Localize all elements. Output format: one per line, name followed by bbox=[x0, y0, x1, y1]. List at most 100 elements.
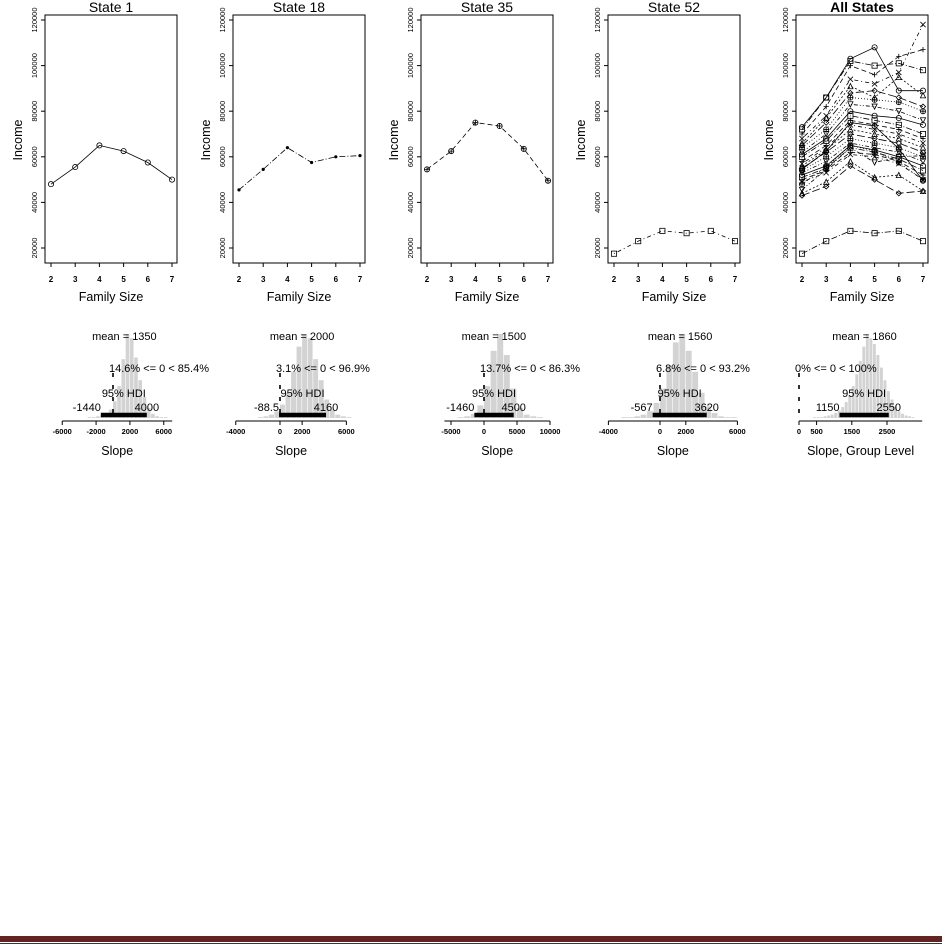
histogram-bar bbox=[640, 414, 647, 418]
y-tick-label: 100000 bbox=[593, 53, 602, 78]
triangle-marker bbox=[871, 103, 878, 111]
series-line bbox=[613, 230, 736, 255]
histogram-bar bbox=[876, 355, 880, 418]
triangle-marker bbox=[895, 135, 903, 142]
x-tick-label: 0 bbox=[278, 427, 282, 436]
triangle-marker bbox=[847, 144, 854, 152]
histogram-bar bbox=[647, 411, 653, 418]
hdi-high-label: 2550 bbox=[877, 402, 901, 414]
series-line bbox=[801, 49, 924, 135]
histogram-bar bbox=[296, 346, 302, 418]
hdi-label: 95% HDI bbox=[280, 388, 324, 400]
histogram-bar bbox=[530, 416, 537, 418]
y-tick-label: 60000 bbox=[593, 146, 602, 167]
panel-title: State 1 bbox=[89, 0, 134, 15]
histogram-bar bbox=[490, 350, 497, 418]
histogram-bar bbox=[268, 414, 274, 418]
x-axis-label: Slope bbox=[657, 444, 689, 458]
x-tick-label: 5 bbox=[121, 275, 126, 284]
series-line bbox=[50, 144, 173, 185]
triangle-marker bbox=[895, 108, 903, 115]
dot-marker bbox=[237, 188, 241, 192]
y-tick-label: 80000 bbox=[30, 101, 39, 122]
x-tick-label: 10000 bbox=[540, 427, 561, 436]
histogram-panel-3: -5000 0 5000 10000 Slope mean = 1500 13.7% <= … bbox=[441, 331, 580, 458]
y-tick-label: 120000 bbox=[218, 7, 227, 32]
line-panel-3: State 35 Family Size Income 2 3 4 5 6 7 20000 4000… bbox=[387, 0, 554, 304]
series-line bbox=[801, 133, 924, 169]
x-tick-label: 3 bbox=[449, 275, 454, 284]
histogram-bar bbox=[457, 417, 464, 418]
histogram-bar bbox=[634, 416, 641, 418]
hdi-high-label: 4160 bbox=[314, 402, 338, 414]
x-tick-label: 7 bbox=[546, 275, 551, 284]
dot-marker bbox=[310, 160, 314, 165]
mean-label: mean = 1560 bbox=[648, 331, 713, 343]
y-tick-label: 120000 bbox=[781, 7, 790, 32]
x-tick-label: 1500 bbox=[843, 427, 860, 436]
x-tick-label: 6 bbox=[334, 275, 339, 284]
triangle-marker bbox=[822, 114, 830, 122]
circle-marker bbox=[895, 145, 902, 152]
histogram-bar bbox=[679, 334, 686, 418]
x-tick-label: 5 bbox=[497, 275, 502, 284]
x-tick-label: -4000 bbox=[226, 427, 245, 436]
triangle-marker bbox=[798, 186, 806, 194]
x-tick-label: 6 bbox=[897, 275, 902, 284]
y-tick-label: 40000 bbox=[593, 192, 602, 213]
series-state-52 bbox=[799, 227, 926, 257]
circle-marker bbox=[919, 121, 926, 128]
x-tick-label: -4000 bbox=[599, 427, 618, 436]
diamond-marker bbox=[823, 119, 830, 126]
series-s6 bbox=[798, 87, 927, 149]
x-tick-label: 5 bbox=[309, 275, 314, 284]
square-marker bbox=[919, 238, 926, 245]
footer-line bbox=[0, 943, 942, 944]
histogram-bar bbox=[335, 414, 341, 418]
x-tick-label: 5000 bbox=[509, 427, 526, 436]
hdi-label: 95% HDI bbox=[658, 388, 702, 400]
histogram-bar bbox=[87, 417, 92, 418]
series-s8 bbox=[798, 101, 927, 156]
series-state-18 bbox=[237, 146, 362, 192]
x-tick-label: 500 bbox=[810, 427, 823, 436]
square-marker bbox=[707, 227, 714, 234]
y-tick-label: 60000 bbox=[30, 146, 39, 167]
series-s1 bbox=[799, 44, 926, 131]
comparison-label: 13.7% <= 0 < 86.3% bbox=[480, 363, 580, 375]
histogram-bar bbox=[904, 415, 908, 418]
triangle-marker bbox=[847, 82, 854, 90]
histogram-bar bbox=[146, 407, 151, 418]
plus-marker bbox=[545, 178, 551, 184]
histogram-bar bbox=[91, 417, 96, 418]
x-tick-label: 3 bbox=[824, 275, 829, 284]
x-tick-label: 3 bbox=[261, 275, 266, 284]
x-tick-label: 2500 bbox=[879, 427, 896, 436]
circle-marker bbox=[895, 115, 902, 122]
y-axis-label: Income bbox=[762, 119, 776, 160]
histogram-bar bbox=[142, 397, 147, 418]
plus-marker bbox=[799, 131, 805, 137]
plus-marker bbox=[799, 181, 805, 187]
plot-frame bbox=[44, 14, 178, 264]
square-marker bbox=[919, 130, 926, 137]
y-tick-label: 80000 bbox=[593, 101, 602, 122]
circle-marker bbox=[847, 108, 854, 115]
plus-marker bbox=[448, 148, 454, 154]
histogram-bar bbox=[848, 395, 852, 418]
triangle-marker bbox=[822, 166, 830, 173]
circle-marker bbox=[799, 166, 806, 173]
histogram-bar bbox=[897, 411, 901, 418]
y-tick-label: 100000 bbox=[781, 53, 790, 78]
series-line bbox=[801, 103, 924, 153]
y-axis-label: Income bbox=[387, 119, 401, 160]
square-marker bbox=[731, 238, 738, 245]
histogram-bar bbox=[653, 402, 660, 418]
histogram-bar bbox=[263, 416, 269, 418]
x-axis-label: Family Size bbox=[642, 290, 707, 304]
y-tick-label: 20000 bbox=[593, 238, 602, 259]
histogram-bar bbox=[908, 416, 912, 418]
histogram-panel-5: 0 500 1500 2500 Slope, Group Level mean = 186… bbox=[795, 331, 923, 458]
hdi-low-label: -1460 bbox=[446, 402, 474, 414]
histogram-bar bbox=[307, 338, 313, 418]
